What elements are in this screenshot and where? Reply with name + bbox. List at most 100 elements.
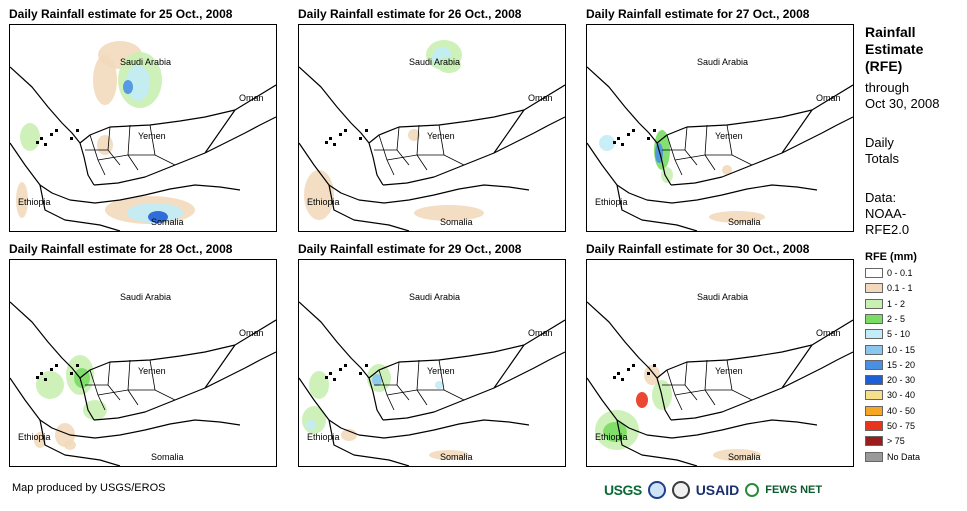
governorate-boundary <box>97 389 176 401</box>
through-text: through <box>865 80 910 95</box>
label-saudi-arabia: Saudi Arabia <box>409 292 460 302</box>
legend-swatch <box>865 390 883 401</box>
coastline <box>587 66 672 186</box>
label-oman: Oman <box>816 93 841 103</box>
island <box>617 137 620 140</box>
rainfall-area <box>123 80 133 94</box>
label-yemen: Yemen <box>427 366 455 376</box>
island <box>344 364 347 367</box>
coastline <box>10 142 241 204</box>
island <box>359 372 362 375</box>
governorate-boundary <box>127 359 139 406</box>
label-somalia: Somalia <box>151 452 184 462</box>
title-line-3: (RFE) <box>865 58 903 74</box>
governorate-boundary <box>416 359 428 406</box>
label-oman: Oman <box>816 328 841 338</box>
governorate-boundary <box>684 126 698 166</box>
island <box>40 372 43 375</box>
title-line-2: Estimate <box>865 41 924 57</box>
map-30oct: Saudi Arabia Oman Yemen Ethiopia Somalia <box>586 259 854 467</box>
rainfall-area <box>97 135 113 155</box>
island <box>40 137 43 140</box>
label-yemen: Yemen <box>138 366 166 376</box>
rainfall-area <box>644 365 660 385</box>
label-ethiopia: Ethiopia <box>18 432 51 442</box>
island <box>653 129 656 132</box>
border-line <box>328 419 410 466</box>
governorate-boundary <box>396 126 410 166</box>
island <box>70 372 73 375</box>
label-saudi-arabia: Saudi Arabia <box>697 292 748 302</box>
label-yemen: Yemen <box>715 131 743 141</box>
island <box>50 368 53 371</box>
noaa-seal-icon <box>647 481 666 499</box>
panel-title-26oct: Daily Rainfall estimate for 26 Oct., 200… <box>298 7 522 21</box>
label-yemen: Yemen <box>427 131 455 141</box>
island <box>621 143 624 146</box>
legend-swatch <box>865 421 883 431</box>
legend-label: 2 - 5 <box>887 313 906 324</box>
legend-label: No Data <box>887 451 921 462</box>
island <box>329 372 332 375</box>
governorate-boundary <box>386 389 465 401</box>
island <box>613 141 616 144</box>
legend-item: 50 - 75 <box>865 419 915 433</box>
map-29oct: Saudi Arabia Oman Yemen Ethiopia Somalia <box>298 259 566 467</box>
panel-title-29oct: Daily Rainfall estimate for 29 Oct., 200… <box>298 242 522 256</box>
rainfall-area <box>126 65 150 101</box>
legend-label: 0.1 - 1 <box>887 283 913 294</box>
usaid-logo: USAID <box>695 482 740 498</box>
coastline <box>587 301 672 421</box>
island <box>621 378 624 381</box>
legend-main-title: Rainfall Estimate (RFE) <box>865 24 923 75</box>
island <box>36 376 39 379</box>
rainfall-area <box>636 392 648 408</box>
label-saudi-arabia: Saudi Arabia <box>697 57 748 67</box>
island <box>359 137 362 140</box>
label-somalia: Somalia <box>440 217 473 227</box>
usgs-logo: USGS <box>604 482 642 498</box>
legend-title: RFE (mm) <box>865 251 917 263</box>
governorate-boundary <box>674 389 753 401</box>
rainfall-area <box>309 371 329 399</box>
island <box>647 137 650 140</box>
rainfall-area <box>414 205 484 221</box>
legend-label: 50 - 75 <box>887 421 916 431</box>
island <box>44 143 47 146</box>
rainfall-area <box>372 374 382 386</box>
logo-strip: USGS USAID FEWS NET <box>604 481 822 499</box>
legend-item: 30 - 40 <box>865 388 915 402</box>
legend-label: 20 - 30 <box>887 375 916 386</box>
legend-item: No Data <box>865 450 920 464</box>
governorate-boundary <box>438 124 445 156</box>
island <box>325 141 328 144</box>
border-line <box>616 419 698 466</box>
rainfall-area <box>599 135 615 151</box>
island <box>617 372 620 375</box>
legend-swatch <box>865 313 883 324</box>
island <box>50 133 53 136</box>
coastline <box>299 142 530 204</box>
label-saudi-arabia: Saudi Arabia <box>409 57 460 67</box>
legend-label: 30 - 40 <box>887 390 916 401</box>
data-source-1: NOAA- <box>865 206 907 221</box>
border-line <box>616 184 698 231</box>
legend-item: 1 - 2 <box>865 297 905 311</box>
state-seal-icon <box>671 481 690 499</box>
legend-swatch <box>865 344 883 355</box>
island <box>365 364 368 367</box>
island <box>632 364 635 367</box>
label-somalia: Somalia <box>151 217 184 227</box>
rainfall-area <box>713 449 761 461</box>
label-oman: Oman <box>239 93 264 103</box>
label-oman: Oman <box>528 93 553 103</box>
label-oman: Oman <box>528 328 553 338</box>
map-28oct: Saudi Arabia Oman Yemen Ethiopia Somalia <box>9 259 277 467</box>
label-ethiopia: Ethiopia <box>18 197 51 207</box>
island <box>632 129 635 132</box>
data-label: Data: <box>865 190 897 205</box>
coastline <box>382 351 565 421</box>
rainfall-area <box>437 57 461 73</box>
legend-swatch <box>865 451 883 462</box>
governorate-boundary <box>149 124 156 156</box>
